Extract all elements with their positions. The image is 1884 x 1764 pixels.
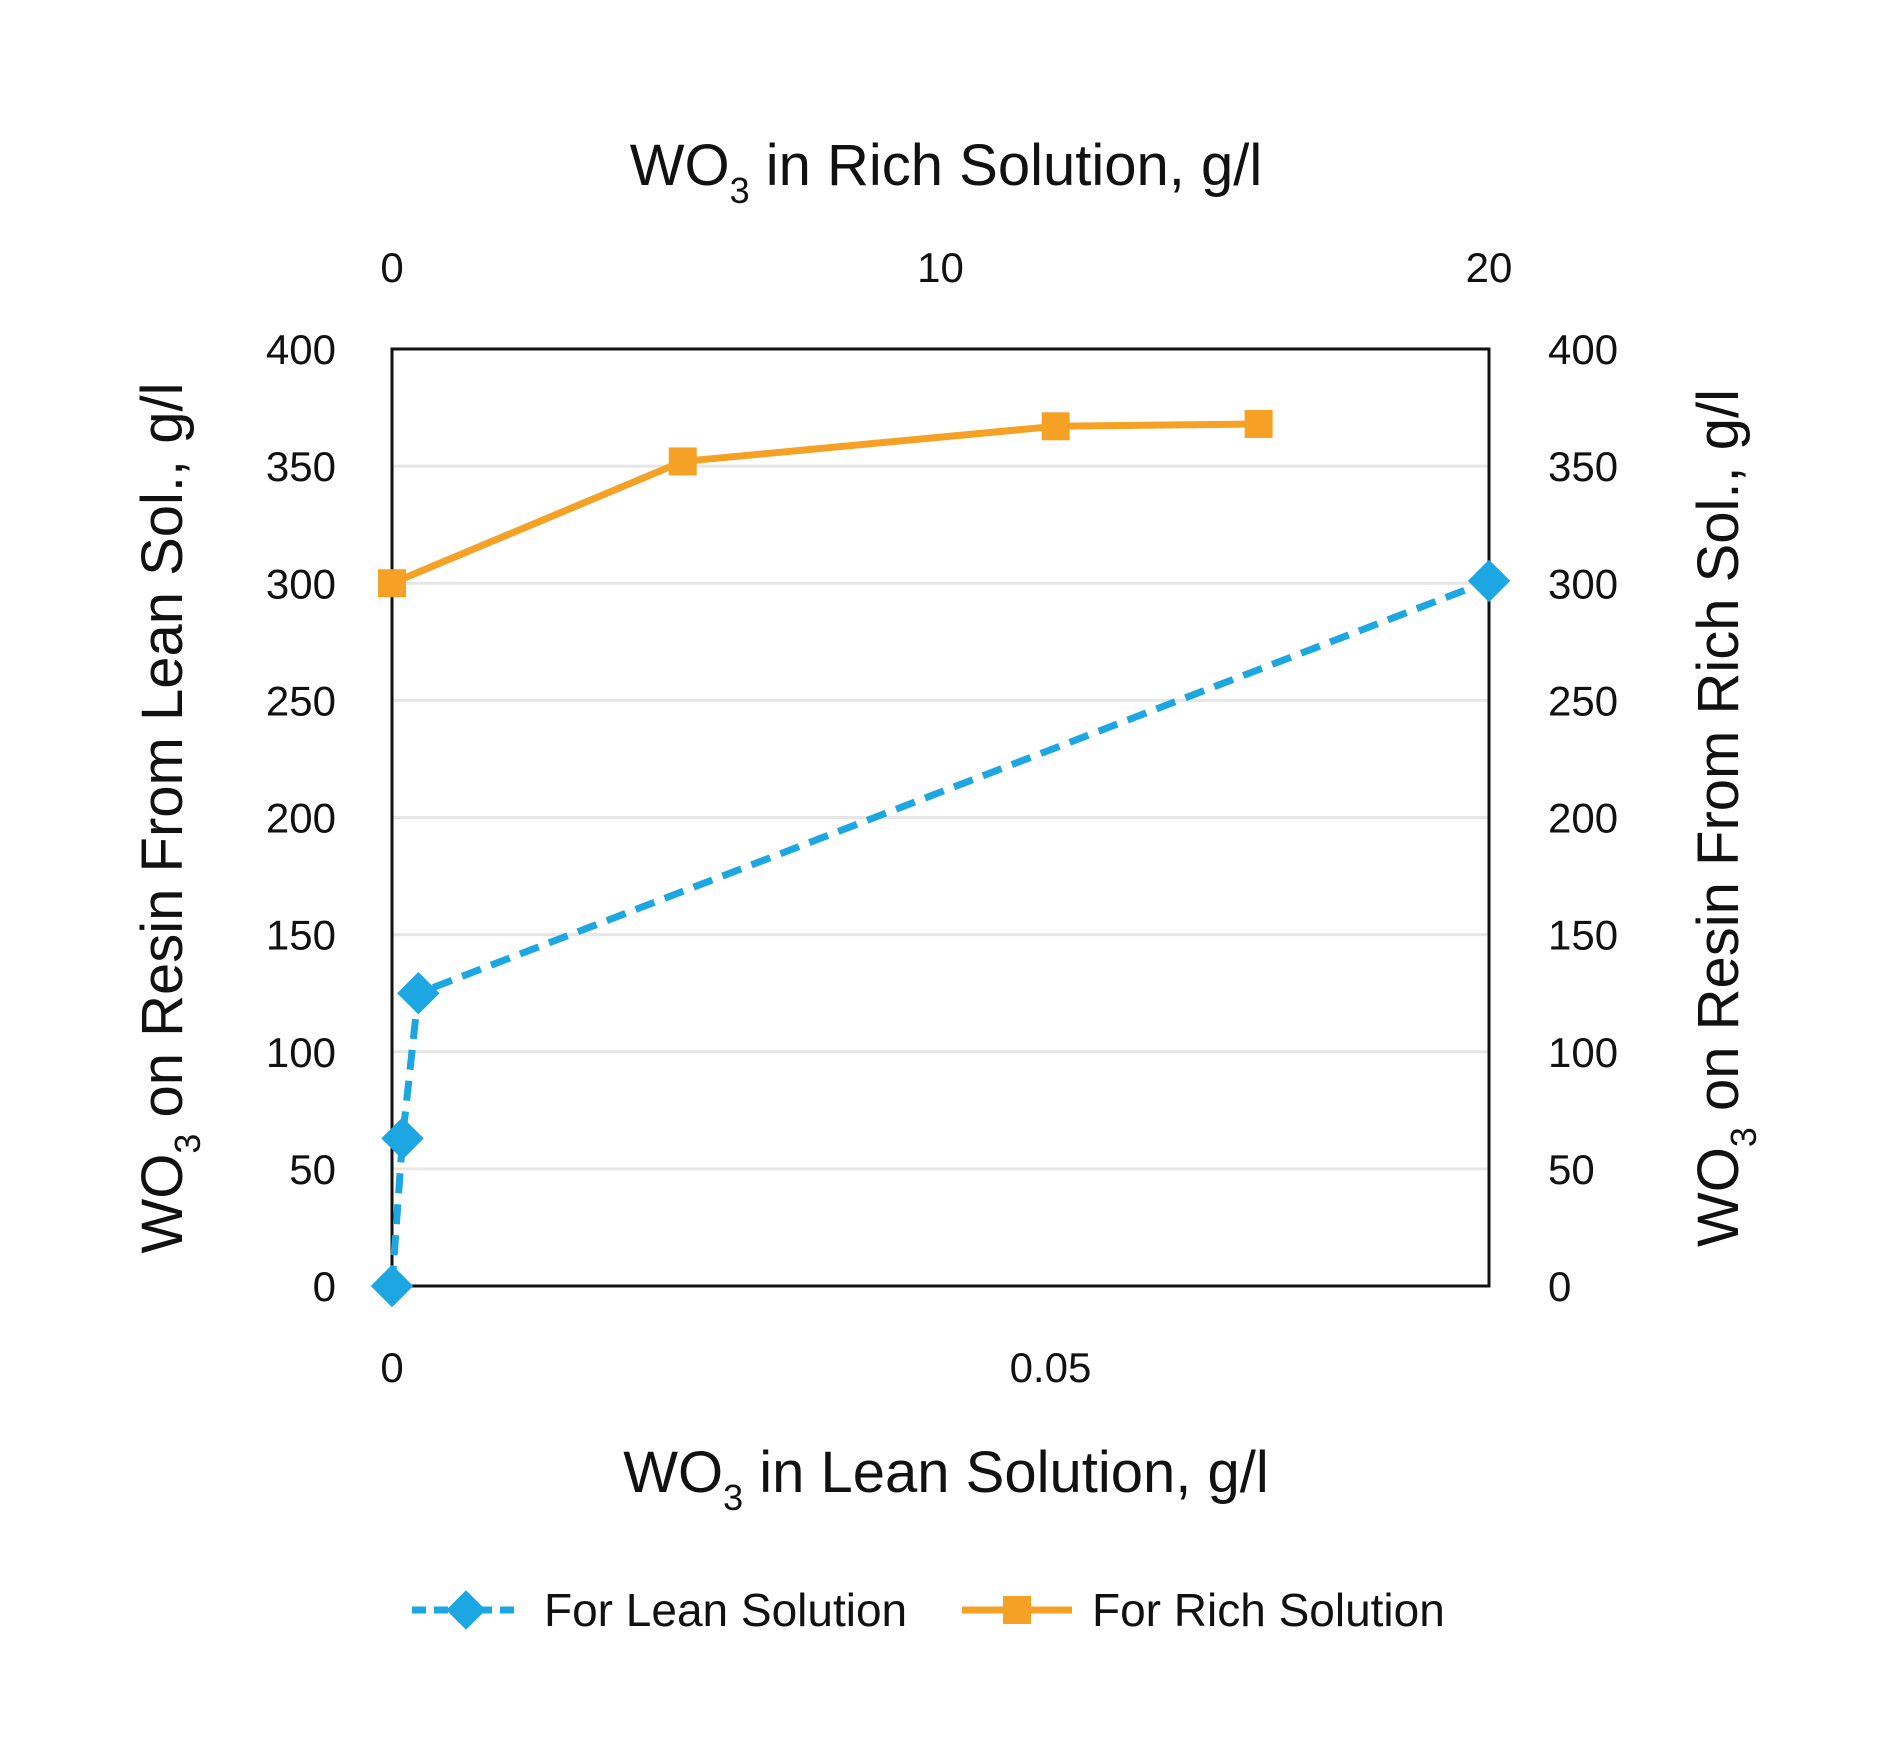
series-layer (370, 409, 1511, 1308)
data-point-for-lean-solution (397, 971, 440, 1015)
data-point-for-rich-solution (668, 447, 697, 476)
legend-lean-diamond-marker (446, 1590, 486, 1630)
y-right-tick-label: 100 (1548, 1029, 1618, 1076)
y-left-tick-label: 50 (289, 1146, 336, 1193)
y-left-tick-label: 300 (266, 560, 336, 607)
x-bottom-tick-label: 0 (380, 1344, 403, 1391)
x-top-tick-label: 0 (380, 244, 403, 291)
x-bottom-tick-label: 0.05 (1010, 1344, 1092, 1391)
x-bottom-axis-title: WO3 in Lean Solution, g/l (623, 1440, 1269, 1518)
y-left-tick-label: 250 (266, 677, 336, 724)
y-left-tick-labels: 0 50 100 150 200 250 300 350 400 (266, 326, 336, 1310)
x-top-tick-labels: 0 10 20 (380, 244, 1512, 291)
series-line-for-rich-solution (390, 420, 1259, 587)
data-point-for-rich-solution (1244, 409, 1273, 438)
y-right-tick-labels: 0 50 100 150 200 250 300 350 400 (1548, 326, 1618, 1310)
legend-rich-square-marker (1003, 1596, 1031, 1624)
plot-frame (390, 347, 1491, 1288)
y-right-axis-title: WO3 on Resin From Rich Sol., g/l (1686, 389, 1764, 1247)
y-right-tick-label: 250 (1548, 677, 1618, 724)
y-right-tick-label: 200 (1548, 795, 1618, 842)
x-bottom-tick-labels: 0 0.05 (380, 1344, 1091, 1391)
y-left-tick-label: 200 (266, 795, 336, 842)
y-left-tick-label: 400 (266, 326, 336, 373)
legend: For Lean Solution For Rich Solution (412, 1584, 1445, 1636)
x-top-axis-title: WO3 in Rich Solution, g/l (630, 133, 1263, 211)
x-top-tick-label: 20 (1466, 244, 1513, 291)
y-right-tick-label: 150 (1548, 912, 1618, 959)
y-right-tick-label: 300 (1548, 560, 1618, 607)
legend-rich-label: For Rich Solution (1092, 1584, 1445, 1636)
y-left-tick-label: 100 (266, 1029, 336, 1076)
y-right-tick-label: 400 (1548, 326, 1618, 373)
gridlines (392, 464, 1489, 1171)
y-left-tick-label: 150 (266, 912, 336, 959)
y-right-tick-label: 0 (1548, 1263, 1571, 1310)
data-point-for-lean-solution (381, 1117, 424, 1160)
legend-lean-label: For Lean Solution (544, 1584, 907, 1636)
y-left-tick-label: 350 (266, 443, 336, 490)
series-line-for-lean-solution (388, 577, 1491, 1287)
y-left-axis-title: WO3 on Resin From Lean Sol., g/l (130, 382, 208, 1253)
data-point-for-lean-solution (1467, 559, 1511, 603)
data-point-for-lean-solution (370, 1264, 414, 1308)
y-right-tick-label: 350 (1548, 443, 1618, 490)
data-point-for-rich-solution (1041, 412, 1070, 441)
y-left-tick-label: 0 (313, 1263, 336, 1310)
x-top-tick-label: 10 (917, 244, 964, 291)
data-point-for-rich-solution (378, 569, 406, 598)
y-right-tick-label: 50 (1548, 1146, 1595, 1193)
